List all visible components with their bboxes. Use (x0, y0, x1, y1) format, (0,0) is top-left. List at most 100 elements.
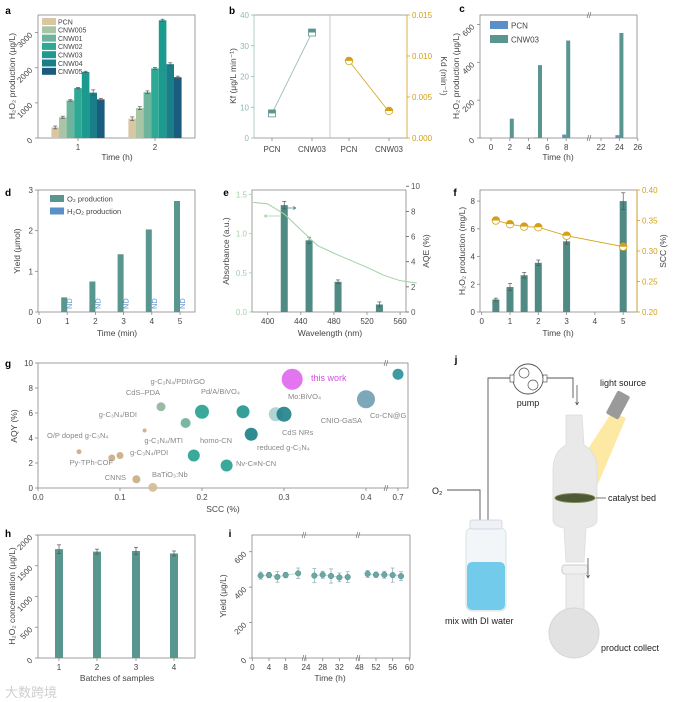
tube-left (487, 377, 510, 590)
y-tick-label: 0 (25, 136, 35, 146)
point-label: CdS NRs (282, 428, 314, 437)
data-point (276, 406, 292, 422)
point-label: O/P doped g-C₃N₄ (47, 431, 108, 440)
bar (492, 299, 500, 312)
x-tick-label: 1 (65, 317, 70, 326)
reactor-column (552, 414, 598, 563)
panel-h: 0 500 1000 1500 2000 1 2 3 4 Batches of samples H₂… (5, 529, 196, 700)
y-tick-label: 2000 (15, 65, 34, 84)
x-tick-label: 0.2 (196, 493, 208, 502)
data-point (148, 482, 158, 492)
y-axis-label: H₂O₂ production (mg/L) (457, 207, 467, 295)
vial-liquid (467, 562, 505, 610)
nd-label: ND (178, 298, 187, 309)
x-tick-label: 400 (261, 317, 275, 326)
y-tick-label: 20 (240, 73, 249, 82)
y-tick-label: 0 (29, 308, 34, 317)
legend-label: O₂ production (67, 195, 113, 204)
panel-label: j (454, 355, 458, 366)
x-tick-label: 52 (372, 663, 381, 672)
x-tick-label: 1 (57, 663, 62, 672)
bar (619, 32, 624, 138)
x-tick-label: 1 (508, 317, 513, 326)
bar (375, 304, 383, 312)
y-tick-label: 0 (467, 136, 477, 146)
panel-label: b (229, 6, 235, 17)
y-tick-label: 0.30 (642, 247, 658, 256)
x-tick-label: 480 (327, 317, 341, 326)
y-tick-label: 10 (24, 359, 33, 368)
data-point (142, 428, 147, 433)
axis-break-mark: // (356, 531, 361, 540)
x-tick-label: 56 (388, 663, 397, 672)
arrow-line (271, 36, 311, 114)
marker-fill (345, 57, 353, 61)
bar (166, 64, 174, 138)
bar (136, 108, 144, 138)
x-tick-label: 0.1 (114, 493, 126, 502)
product-label: product collect (601, 643, 660, 653)
data-point (364, 570, 371, 577)
bar (509, 118, 514, 138)
legend-swatch (42, 42, 56, 50)
bar (566, 40, 571, 138)
x-tick-label: 0 (479, 317, 484, 326)
flask-neck (565, 573, 585, 611)
point-label: CdS–PDA (126, 388, 160, 397)
point-label: g-C₃N₄/BDI (99, 410, 137, 419)
y-tick-label: 0 (245, 134, 250, 143)
down-arrow-icon (586, 558, 590, 579)
y-axis-label: Absorbance (a.u.) (221, 217, 231, 285)
x-tick-label: 440 (294, 317, 308, 326)
data-point (319, 571, 326, 578)
panel-label: i (229, 529, 232, 540)
panel-label: e (223, 188, 229, 199)
y-axis-label-right: AQE (%) (421, 234, 431, 268)
y-tick-label: 0 (471, 308, 476, 317)
point-label: reduced g-C₃N₄ (257, 443, 310, 452)
y-tick-label: 0.5 (236, 269, 248, 278)
y-tick-label: 10 (411, 182, 420, 191)
pump-connector (542, 374, 548, 383)
data-point (108, 454, 116, 462)
point-label: g-C₃N₄/PDI/rGO (151, 377, 206, 386)
y-tick-label: 0.35 (642, 217, 658, 226)
data-point (397, 573, 405, 580)
x-tick-label: 4 (267, 663, 272, 672)
bar (93, 551, 101, 658)
legend-swatch (42, 18, 56, 25)
y-tick-label: 2 (29, 227, 34, 236)
x-tick-label: 22 (597, 143, 606, 152)
legend-swatch (42, 67, 56, 75)
data-point (195, 404, 209, 419)
plot-frame (251, 189, 407, 313)
y-tick-label: 0 (411, 308, 416, 317)
data-point (156, 402, 166, 412)
legend-swatch (42, 26, 56, 34)
y-axis-label: Kf (μg/L min⁻¹) (228, 48, 238, 104)
marker-fill (308, 29, 316, 33)
catalyst-bed-label: catalyst bed (608, 493, 656, 503)
bar (562, 134, 567, 138)
point-label: CNIO-GaSA (321, 416, 362, 425)
bar (81, 71, 90, 138)
x-tick-label: 520 (360, 317, 374, 326)
y-tick-label: 400 (233, 585, 249, 601)
point-label: homo-CN (200, 436, 232, 445)
scc-line (495, 220, 624, 248)
data-point (281, 368, 303, 390)
nd-label: ND (150, 298, 159, 309)
y-tick-label: 40 (240, 11, 249, 20)
x-tick-label: 3 (134, 663, 139, 672)
y-tick-label: 0.0 (236, 308, 248, 317)
x-tick-label: 4 (150, 317, 155, 326)
x-tick-label: 2 (153, 143, 158, 152)
x-tick-label: 2 (508, 143, 513, 152)
y-tick-label: 600 (461, 22, 477, 38)
bar (89, 281, 96, 312)
x-axis-label: Time (min) (97, 328, 137, 338)
joint (561, 564, 589, 575)
panel-label: f (453, 188, 457, 199)
legend-label: CNW03 (58, 53, 83, 60)
